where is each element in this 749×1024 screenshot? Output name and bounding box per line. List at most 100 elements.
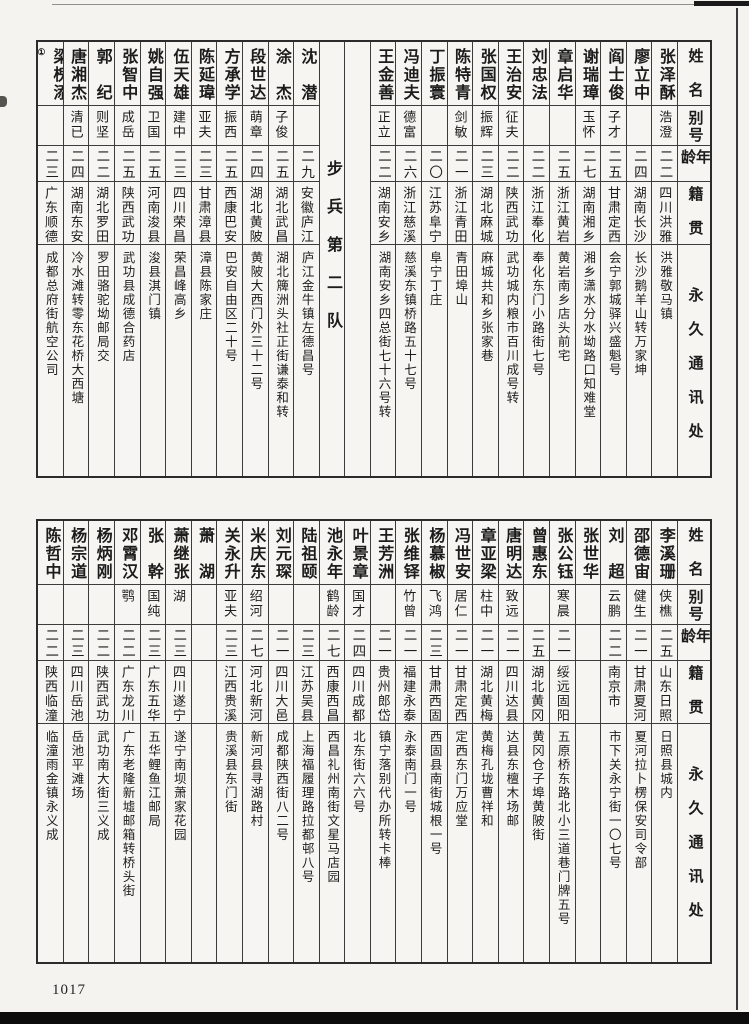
byname-cell (38, 585, 63, 625)
byname-cell: 成岳 (114, 106, 140, 146)
address-cell-text: 冷水滩转零东花桥大西塘 (69, 251, 84, 405)
name-cell: 萧 湖 (191, 521, 217, 585)
header-age-label: 年龄 (679, 628, 710, 645)
address-cell-text: 五原桥东路北小三道巷门牌五号 (555, 730, 570, 926)
name-cell-text: 刘元琛 (272, 527, 290, 581)
header-native-label: 籍 贯 (686, 186, 703, 237)
native-place-cell-text: 河南浚县 (145, 186, 161, 244)
age-cell-text: 二七 (580, 149, 596, 181)
age-cell-text: 二五 (606, 149, 622, 181)
name-cell-text: 张维铎 (400, 527, 418, 581)
name-cell-text: 陈特青 (451, 48, 469, 102)
name-cell: 张公钰 (550, 521, 575, 585)
native-place-cell-text: 湖南长沙 (631, 186, 647, 244)
age-cell-text: 二一 (452, 149, 468, 181)
native-place-cell-text: 四川大邑 (273, 665, 289, 723)
byname-cell-text: 湖 (170, 589, 186, 604)
name-cell-text: 张公钰 (554, 527, 572, 581)
address-cell (576, 724, 601, 962)
header-column: 姓 名别号 年龄籍 贯永 久 通 讯 处 (677, 42, 710, 476)
header-byname-label: 别号 (686, 589, 703, 623)
name-cell: 梁槐添① (38, 42, 63, 106)
age-cell (191, 625, 217, 661)
name-cell-text: 萧 湖 (196, 527, 214, 581)
name-cell-text: 章启华 (554, 48, 572, 102)
native-place-cell: 甘肃定西 (447, 661, 473, 724)
age-cell-text: 二四 (247, 149, 263, 181)
native-place-cell: 浙江黄岩 (550, 182, 575, 245)
byname-cell (294, 106, 319, 146)
age-cell: 二三 (422, 625, 447, 661)
byname-cell (422, 106, 447, 146)
header-name-cell: 姓 名 (678, 42, 710, 106)
age-cell-text: 二二 (94, 149, 110, 181)
address-cell: 遂宁南坝萧家花园 (166, 724, 191, 962)
native-place-cell-text: 广东顺德 (42, 186, 58, 244)
header-column: 姓 名别号 年龄籍 贯永 久 通 讯 处 (677, 521, 710, 962)
age-cell: 二二 (601, 625, 626, 661)
name-cell: 关永升 (217, 521, 242, 585)
address-cell: 西昌礼州南街文星马店园 (320, 724, 345, 962)
address-cell-text: 西昌礼州南街文星马店园 (325, 730, 340, 884)
byname-cell (524, 106, 550, 146)
name-cell-text: 李溪珊 (656, 527, 674, 581)
address-cell-text: 日照县城内 (657, 730, 672, 800)
address-cell-text: 广东老隆新墟邮箱转桥头街 (120, 730, 135, 898)
age-cell: 二一 (396, 625, 422, 661)
byname-cell: 竹曾 (396, 585, 422, 625)
age-cell-text: 二三 (222, 628, 238, 660)
address-cell-text: 夏河拉卜楞保安司令部 (632, 730, 647, 870)
native-place-cell: 广东龙川 (114, 661, 140, 724)
address-cell-text: 镇宁落别代办所转卡棒 (376, 730, 391, 870)
entry-column: 唐明达 致远 二一 四川达县 达县东檀木场邮 (497, 521, 524, 962)
byname-cell: 子才 (601, 106, 626, 146)
address-cell-text: 黄岩南乡店头前宅 (555, 251, 570, 363)
native-place-cell-text: 福建永泰 (401, 665, 417, 723)
byname-cell: 清已 (63, 106, 89, 146)
byname-cell-text: 玉怀 (580, 110, 596, 140)
name-cell: 张世华 (575, 521, 601, 585)
byname-cell (575, 585, 601, 625)
address-cell: 巴安自由区二十号 (217, 245, 242, 476)
native-place-cell-text: 安徽庐江 (298, 186, 314, 244)
native-place-cell-text: 湖北黄冈 (529, 665, 545, 723)
native-place-cell-text: 浙江奉化 (529, 186, 545, 244)
name-cell-text: 郭 纪 (93, 48, 111, 102)
address-cell: 成都总府街航空公司 (38, 245, 63, 476)
age-cell: 二五 (652, 625, 678, 661)
native-place-cell-text: 广东五华 (145, 665, 161, 723)
name-cell: 方承学 (217, 42, 242, 106)
age-cell: 二二 (114, 625, 140, 661)
name-cell: 陈特青 (447, 42, 473, 106)
byname-cell-text: 鹗 (119, 589, 135, 604)
entry-column: 邓霄汉鹗二二 广东龙川 广东老隆新墟邮箱转桥头街 (113, 521, 140, 962)
address-cell: 青田埠山 (448, 245, 473, 476)
name-cell: 刘忠法 (524, 42, 550, 106)
name-cell: 米庆东 (242, 521, 268, 585)
native-place-cell: 四川遂宁 (166, 661, 191, 724)
name-cell: 刘元琛 (268, 521, 294, 585)
address-cell: 成都陕西街八二号 (269, 724, 294, 962)
byname-cell (191, 585, 217, 625)
byname-cell (89, 585, 114, 625)
entry-column: 刘元琛 二一 四川大邑 成都陕西街八二号 (267, 521, 294, 962)
address-cell: 麻城共和乡张家巷 (473, 245, 498, 476)
native-place-cell-text: 贵州郎岱 (375, 665, 391, 723)
name-cell: 陆祖颐 (294, 521, 319, 585)
address-cell-text: 奉化东门小路街七号 (530, 251, 544, 377)
native-place-cell-text: 绥远固阳 (554, 665, 570, 723)
address-cell-text: 成都陕西街八二号 (274, 730, 289, 842)
address-cell-text: 定西东门万应堂 (453, 730, 468, 828)
name-cell: 曾惠东 (524, 521, 550, 585)
age-cell: 二一 (370, 625, 396, 661)
age-cell-text: 二二 (657, 149, 673, 181)
native-place-cell-text: 浙江青田 (452, 186, 468, 244)
address-cell: 夏河拉卜楞保安司令部 (627, 724, 652, 962)
native-place-cell: 陕西临潼 (38, 661, 63, 724)
name-cell-text: 伍天雄 (170, 48, 188, 102)
address-cell-text: 庐江金牛镇左德昌号 (299, 251, 314, 377)
byname-cell: 振西 (217, 106, 242, 146)
address-cell-text: 北东街六六号 (350, 730, 365, 814)
name-cell-text: 唐明达 (503, 527, 521, 581)
byname-cell (268, 585, 294, 625)
